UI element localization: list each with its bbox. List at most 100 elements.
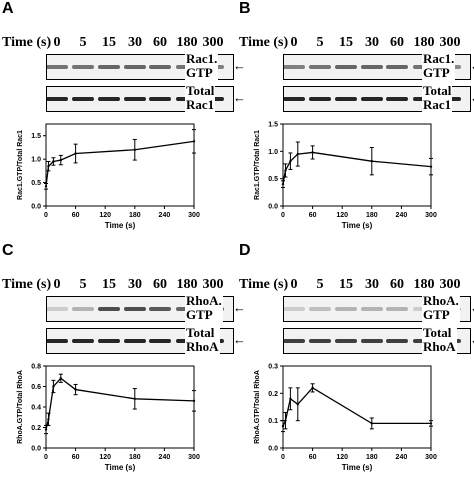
time-point-label: 300: [439, 35, 461, 50]
data-point: [284, 169, 287, 172]
time-point-label: 30: [128, 277, 142, 292]
arrow-icon: ←: [233, 90, 246, 105]
x-tick-label: 300: [188, 212, 200, 219]
data-point: [192, 140, 196, 143]
blot-band: [386, 307, 408, 311]
blot-band: [72, 339, 94, 343]
time-point-label: 60: [390, 277, 404, 292]
y-tick-label: 0.8: [31, 364, 41, 371]
blot-label-line1: Rac1.: [186, 51, 218, 66]
y-tick-label: 1.0: [31, 157, 41, 164]
line-chart: 0 60 120 180 240 300 0.0 0.5 1.0 1.5 Time (s) Rac1.…: [17, 123, 200, 230]
time-point-label: 300: [202, 277, 224, 292]
time-point-label: 180: [176, 35, 198, 50]
x-tick-label: 60: [72, 212, 80, 219]
y-tick-label: 0.3: [268, 364, 278, 371]
data-point: [133, 397, 136, 400]
x-tick-label: 60: [309, 454, 317, 461]
blot-band: [149, 65, 171, 69]
blot-label-line1: Total: [186, 325, 215, 340]
blot-band: [335, 307, 357, 311]
time-point-label: 300: [202, 35, 224, 50]
blot-band: [149, 339, 171, 343]
blot-label-line2: GTP: [186, 307, 213, 322]
blot-band: [47, 65, 68, 69]
y-tick-label: 0.5: [268, 176, 278, 183]
data-point: [370, 159, 373, 163]
x-axis-label: Time (s): [342, 221, 373, 230]
data-point: [281, 182, 285, 186]
x-tick-label: 60: [72, 454, 80, 461]
time-point-label: 180: [176, 277, 198, 292]
blot-band: [124, 339, 146, 343]
blot-band: [335, 97, 357, 101]
y-tick-label: 0.5: [31, 180, 41, 187]
time-point-label: 5: [316, 277, 324, 292]
time-point-label: 60: [153, 277, 167, 292]
blot-band: [361, 307, 383, 311]
x-tick-label: 300: [425, 212, 437, 219]
blot-band: [309, 339, 331, 343]
y-tick-label: 1.5: [268, 122, 278, 129]
blot-label-line2: RhoA: [186, 339, 219, 354]
y-axis-label: RhoA.GTP/Total RhoA: [17, 370, 24, 444]
time-point-label: 60: [390, 35, 404, 50]
y-axis-label: RhoA.GTP/Total RhoA: [254, 370, 261, 444]
data-point: [47, 418, 50, 421]
blot-band: [361, 339, 383, 343]
panel-letter: C: [2, 242, 14, 259]
blot-band: [284, 65, 305, 69]
data-point: [52, 385, 55, 388]
time-point-label: 0: [53, 277, 61, 292]
data-point: [44, 428, 48, 431]
data-point: [429, 165, 433, 168]
panel-a: A Time (s) 0 5 15 30 60 180 300 ← ← Rac1. GTP Total Ra…: [0, 0, 246, 242]
data-point: [311, 151, 314, 154]
blot-band: [361, 97, 383, 101]
time-axis-label: Time (s): [239, 35, 289, 50]
y-tick-label: 0.0: [268, 204, 278, 211]
blot-label-line1: Total: [423, 83, 452, 98]
data-point: [284, 419, 287, 422]
blot-band: [335, 339, 357, 343]
blot-label-line2: GTP: [423, 65, 450, 80]
y-tick-label: 1.0: [268, 149, 278, 156]
time-point-label: 30: [128, 35, 142, 50]
blot-label-line2: GTP: [423, 307, 450, 322]
x-tick-label: 180: [366, 454, 378, 461]
blot-label-line1: RhoA.: [186, 293, 222, 308]
time-point-label: 30: [365, 277, 379, 292]
plot-frame: [45, 123, 195, 207]
y-axis-label: Rac1.GTP/Total Rac1: [254, 130, 261, 200]
blot-band: [386, 97, 408, 101]
blot-band: [47, 97, 68, 101]
y-tick-label: 1.5: [31, 133, 41, 140]
time-point-label: 180: [413, 35, 435, 50]
blot-label: Rac1. GTP: [422, 52, 456, 80]
blot-label: Total RhoA: [185, 326, 220, 354]
panel-letter: B: [239, 0, 251, 17]
blot-label-line1: RhoA.: [423, 293, 459, 308]
blot-label-line2: GTP: [186, 65, 213, 80]
blot-band: [386, 65, 408, 69]
data-point: [429, 422, 433, 425]
blot-band: [72, 97, 94, 101]
x-tick-label: 300: [188, 454, 200, 461]
blot-band: [284, 339, 305, 343]
blot-band: [124, 65, 146, 69]
blot-band: [309, 65, 331, 69]
blot-label: Total Rac1: [422, 83, 453, 112]
y-tick-label: 0.0: [268, 446, 278, 453]
time-point-label: 30: [365, 35, 379, 50]
blot-label-line1: Total: [423, 325, 452, 340]
x-tick-label: 180: [129, 212, 141, 219]
blot-band: [124, 97, 146, 101]
arrow-icon: ←: [470, 332, 474, 348]
blot-band: [47, 339, 68, 343]
data-point: [311, 386, 314, 390]
blot-band: [72, 65, 94, 69]
line-chart: 0 60 120 180 240 300 0.0 0.2 0.4 0.6 0.8 Time (s) Rh…: [17, 364, 200, 473]
x-tick-label: 180: [129, 454, 141, 461]
y-tick-label: 0.0: [31, 204, 41, 211]
